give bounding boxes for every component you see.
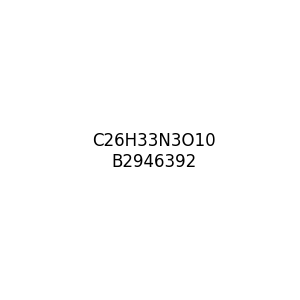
Text: C26H33N3O10
B2946392: C26H33N3O10 B2946392 <box>92 132 216 171</box>
